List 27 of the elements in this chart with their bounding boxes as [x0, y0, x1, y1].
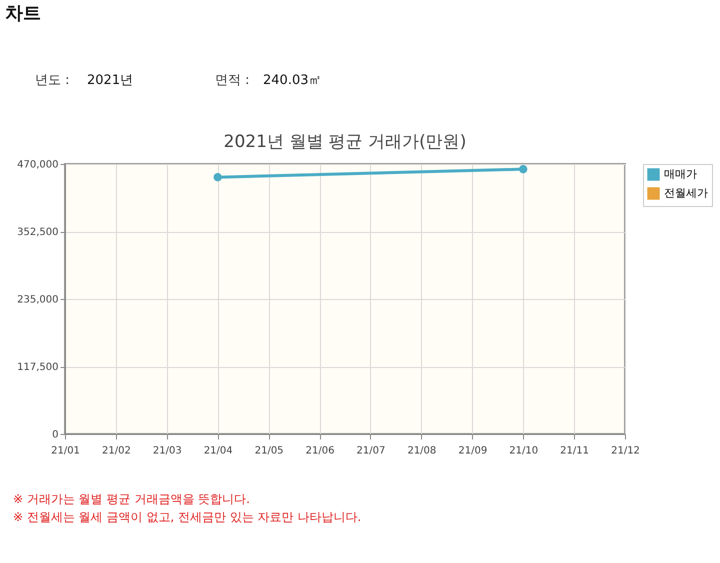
x-tick-label: 21/06: [306, 446, 334, 456]
x-tick-label: 21/02: [102, 446, 131, 456]
legend-label: 매매가: [664, 168, 697, 180]
text: ※ 전월세는 월세 금액이 없고, 전세금만 있는 자료만 나타납니다.: [13, 510, 362, 524]
y-tick-label: 352,500: [17, 227, 58, 238]
text: 년도 :: [35, 73, 70, 88]
x-tick-label: 21/11: [560, 446, 590, 456]
x-tick-label: 21/05: [254, 446, 284, 456]
x-tick-label: 21/10: [509, 446, 538, 456]
x-tick-label: 21/07: [356, 446, 386, 456]
text: 면적 :: [215, 73, 250, 88]
x-tick-label: 21/09: [458, 446, 488, 456]
text: 2021년: [87, 73, 134, 88]
text: 차트: [5, 3, 41, 24]
y-tick-label: 235,000: [17, 294, 58, 306]
text: ※ 거래가는 월별 평균 거래금액을 뜻합니다.: [13, 492, 250, 506]
x-tick-label: 21/04: [204, 446, 233, 456]
x-tick-label: 21/12: [611, 446, 640, 456]
text: 240.03㎡: [263, 73, 322, 88]
y-tick-label: 470,000: [17, 160, 58, 170]
y-tick-label: 0: [52, 430, 58, 440]
x-tick-label: 21/03: [152, 446, 182, 456]
x-tick-label: 21/01: [51, 446, 80, 456]
chart-title: 2021년 월별 평균 거래가(만원): [224, 132, 466, 152]
y-tick-label: 117,500: [17, 362, 58, 373]
legend-label: 전월세가: [664, 186, 708, 200]
x-tick-label: 21/08: [407, 446, 436, 456]
